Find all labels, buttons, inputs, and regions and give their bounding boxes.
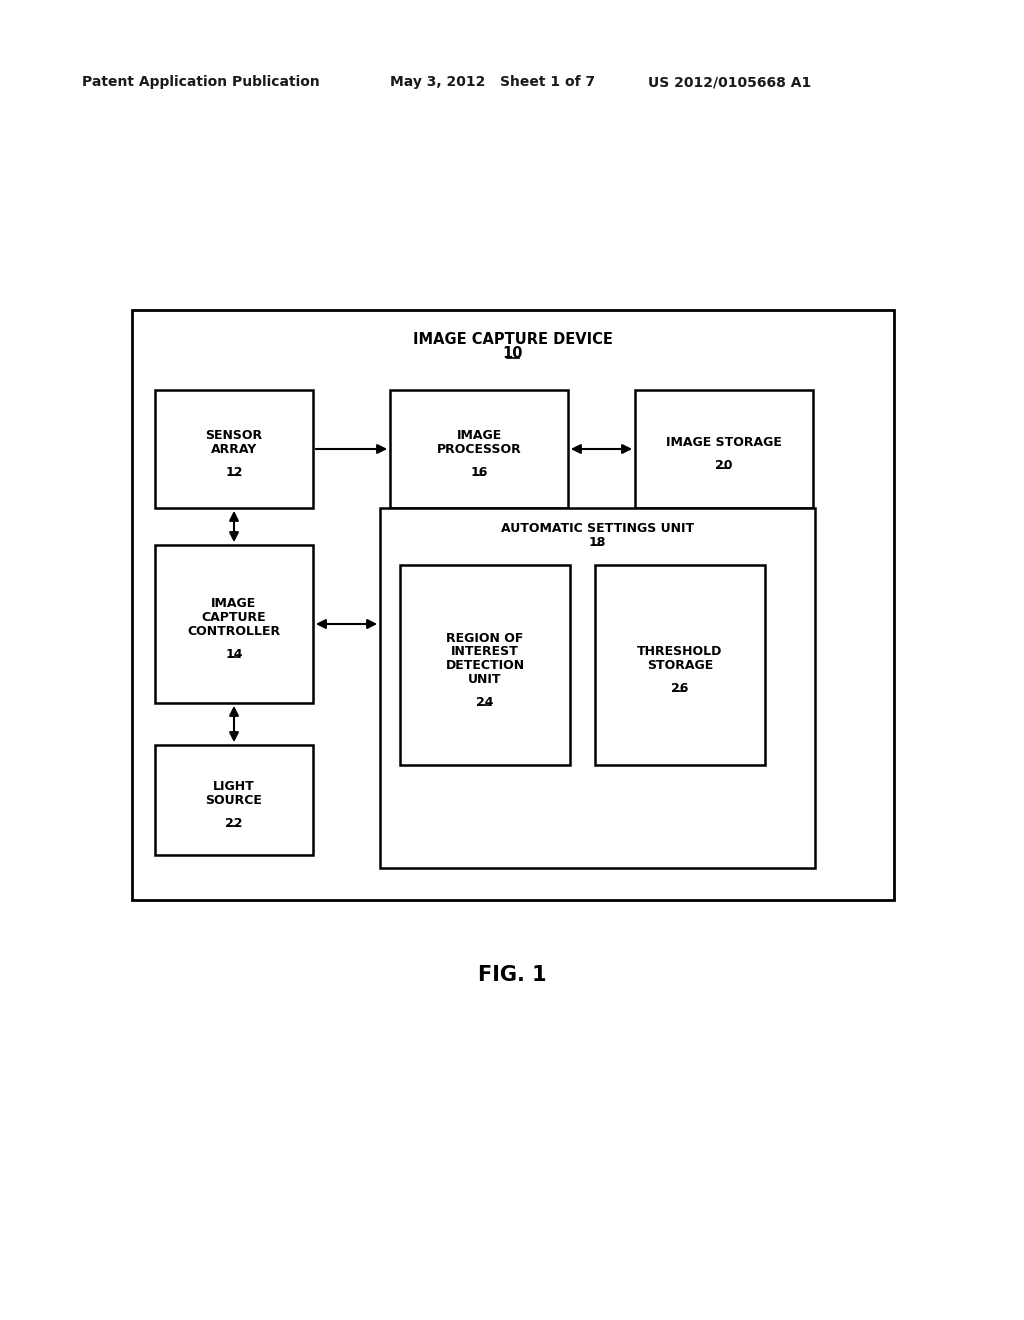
Text: FIG. 1: FIG. 1	[477, 965, 547, 985]
Text: THRESHOLD: THRESHOLD	[637, 645, 723, 659]
Bar	[595, 565, 765, 766]
Text: IMAGE: IMAGE	[457, 429, 502, 442]
Text: AUTOMATIC SETTINGS UNIT: AUTOMATIC SETTINGS UNIT	[501, 521, 694, 535]
Text: IMAGE: IMAGE	[211, 598, 257, 610]
Text: PROCESSOR: PROCESSOR	[436, 444, 521, 457]
Text: 14: 14	[225, 648, 243, 661]
Text: INTEREST: INTEREST	[452, 645, 519, 659]
Text: DETECTION: DETECTION	[445, 660, 524, 672]
Text: 26: 26	[672, 682, 689, 694]
Text: SOURCE: SOURCE	[206, 795, 262, 808]
Text: LIGHT: LIGHT	[213, 780, 255, 793]
Text: IMAGE STORAGE: IMAGE STORAGE	[666, 437, 782, 449]
Text: CAPTURE: CAPTURE	[202, 611, 266, 624]
Text: CONTROLLER: CONTROLLER	[187, 626, 281, 639]
Text: 10: 10	[503, 346, 523, 362]
Text: ARRAY: ARRAY	[211, 444, 257, 457]
Bar	[155, 389, 313, 508]
Bar	[380, 508, 815, 869]
Text: 24: 24	[476, 696, 494, 709]
Bar	[155, 545, 313, 704]
Text: 22: 22	[225, 817, 243, 830]
Text: 12: 12	[225, 466, 243, 479]
Text: STORAGE: STORAGE	[647, 660, 713, 672]
Bar	[390, 389, 568, 508]
Text: US 2012/0105668 A1: US 2012/0105668 A1	[648, 75, 811, 88]
Bar	[635, 389, 813, 508]
Text: UNIT: UNIT	[468, 673, 502, 686]
Text: IMAGE CAPTURE DEVICE: IMAGE CAPTURE DEVICE	[413, 333, 613, 347]
Text: SENSOR: SENSOR	[206, 429, 262, 442]
Text: Patent Application Publication: Patent Application Publication	[82, 75, 319, 88]
Text: REGION OF: REGION OF	[446, 631, 523, 644]
Text: 20: 20	[715, 459, 733, 471]
Text: 18: 18	[589, 536, 606, 549]
Bar	[400, 565, 570, 766]
Text: May 3, 2012   Sheet 1 of 7: May 3, 2012 Sheet 1 of 7	[390, 75, 595, 88]
Bar	[155, 744, 313, 855]
Bar	[132, 310, 894, 900]
Text: 16: 16	[470, 466, 487, 479]
